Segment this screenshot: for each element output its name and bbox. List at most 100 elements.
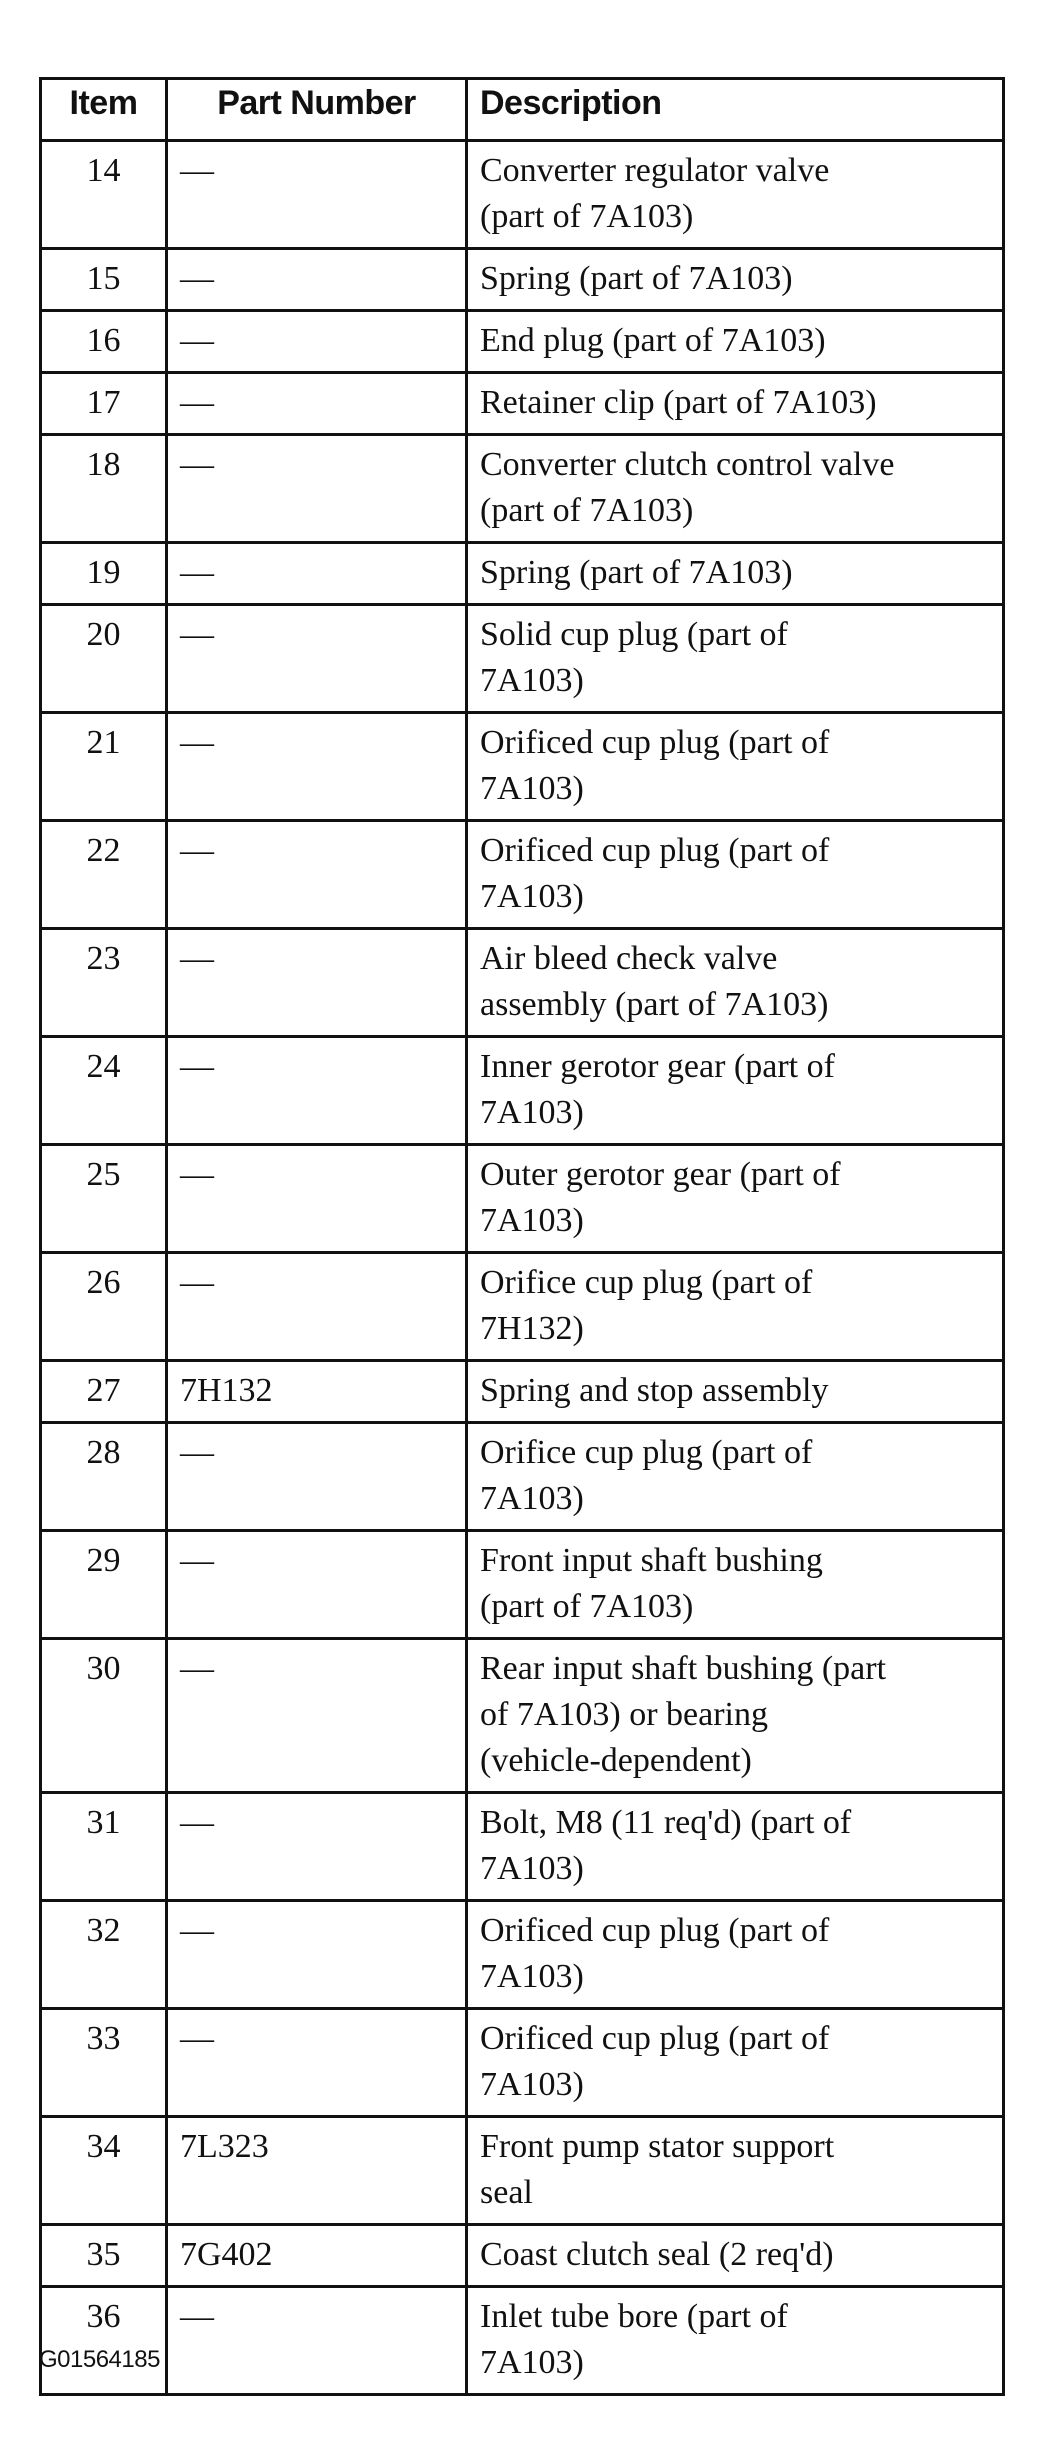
table-row: 35 7G402 Coast clutch seal (2 req'd) bbox=[39, 2223, 1005, 2288]
table-row: 28— Orifice cup plug (part of 7A103) bbox=[39, 1421, 1005, 1532]
description-cell: Orifice cup plug (part of 7H132) bbox=[465, 1251, 1005, 1362]
description-cell: Inlet tube bore (part of 7A103) bbox=[465, 2285, 1005, 2396]
description-line: 7A103) bbox=[480, 662, 584, 699]
item-cell: 25 bbox=[39, 1143, 168, 1254]
table-body: 14— Converter regulator valve (part of 7A1… bbox=[39, 139, 1005, 2396]
table-row: 33— Orificed cup plug (part of 7A103) bbox=[39, 2007, 1005, 2118]
description-line: Spring (part of 7A103) bbox=[480, 260, 793, 297]
item-cell: 31 bbox=[39, 1791, 168, 1902]
part-number-cell: — bbox=[165, 309, 468, 374]
part-number-cell: — bbox=[165, 1899, 468, 2010]
description-line: Bolt, M8 (11 req'd) (part of bbox=[480, 1804, 852, 1841]
item-cell: 24 bbox=[39, 1035, 168, 1146]
description-line: (part of 7A103) bbox=[480, 492, 694, 529]
table-row: 22— Orificed cup plug (part of 7A103) bbox=[39, 819, 1005, 930]
description-line: Converter clutch control valve bbox=[480, 446, 895, 483]
item-cell: 27 bbox=[39, 1359, 168, 1424]
table-row: 30— Rear input shaft bushing (part of 7A10… bbox=[39, 1637, 1005, 1794]
description-line: Front input shaft bushing bbox=[480, 1542, 823, 1579]
description-line: 7A103) bbox=[480, 1850, 584, 1887]
table-row: 21— Orificed cup plug (part of 7A103) bbox=[39, 711, 1005, 822]
part-number-cell: — bbox=[165, 433, 468, 544]
item-cell: 18 bbox=[39, 433, 168, 544]
description-line: Inner gerotor gear (part of bbox=[480, 1048, 835, 1085]
table-row: 16— End plug (part of 7A103) bbox=[39, 309, 1005, 374]
header-description: Description bbox=[465, 77, 1005, 142]
item-cell: 32 bbox=[39, 1899, 168, 2010]
description-line: assembly (part of 7A103) bbox=[480, 986, 829, 1023]
description-cell: Orifice cup plug (part of 7A103) bbox=[465, 1421, 1005, 1532]
table-row: 32— Orificed cup plug (part of 7A103) bbox=[39, 1899, 1005, 2010]
description-line: Spring (part of 7A103) bbox=[480, 554, 793, 591]
item-cell: 29 bbox=[39, 1529, 168, 1640]
description-line: 7A103) bbox=[480, 2066, 584, 2103]
description-line: of 7A103) or bearing bbox=[480, 1696, 768, 1733]
description-cell: Rear input shaft bushing (part of 7A103) … bbox=[465, 1637, 1005, 1794]
description-cell: Spring (part of 7A103) bbox=[465, 541, 1005, 606]
table-row: 34 7L323 Front pump stator support seal bbox=[39, 2115, 1005, 2226]
description-line: Spring and stop assembly bbox=[480, 1372, 829, 1409]
item-cell: 23 bbox=[39, 927, 168, 1038]
description-cell: End plug (part of 7A103) bbox=[465, 309, 1005, 374]
part-number-cell: 7L323 bbox=[165, 2115, 468, 2226]
part-number-cell: 7H132 bbox=[165, 1359, 468, 1424]
item-cell: 36 bbox=[39, 2285, 168, 2396]
parts-table: Item Part Number Description 14— Converte… bbox=[39, 77, 1005, 2396]
part-number-cell: — bbox=[165, 2007, 468, 2118]
part-number-cell: — bbox=[165, 711, 468, 822]
part-number-cell: — bbox=[165, 927, 468, 1038]
part-number-cell: — bbox=[165, 1035, 468, 1146]
description-line: 7H132) bbox=[480, 1310, 584, 1347]
part-number-cell: — bbox=[165, 2285, 468, 2396]
description-line: End plug (part of 7A103) bbox=[480, 322, 826, 359]
part-number-cell: — bbox=[165, 541, 468, 606]
description-line: Converter regulator valve bbox=[480, 152, 830, 189]
table-row: 15— Spring (part of 7A103) bbox=[39, 247, 1005, 312]
header-part-number: Part Number bbox=[165, 77, 468, 142]
item-cell: 17 bbox=[39, 371, 168, 436]
description-line: 7A103) bbox=[480, 1480, 584, 1517]
table-row: 18— Converter clutch control valve (part o… bbox=[39, 433, 1005, 544]
item-cell: 14 bbox=[39, 139, 168, 250]
description-line: Inlet tube bore (part of bbox=[480, 2298, 788, 2335]
description-line: Rear input shaft bushing (part bbox=[480, 1650, 887, 1687]
description-line: Outer gerotor gear (part of bbox=[480, 1156, 841, 1193]
description-cell: Outer gerotor gear (part of 7A103) bbox=[465, 1143, 1005, 1254]
figure-id: G01564185 bbox=[39, 2346, 160, 2373]
description-line: 7A103) bbox=[480, 2344, 584, 2381]
description-line: Orifice cup plug (part of bbox=[480, 1434, 813, 1471]
description-line: 7A103) bbox=[480, 1958, 584, 1995]
description-cell: Air bleed check valve assembly (part of 7… bbox=[465, 927, 1005, 1038]
description-line: Orificed cup plug (part of bbox=[480, 832, 830, 869]
part-number-cell: — bbox=[165, 1143, 468, 1254]
table-row: 26— Orifice cup plug (part of 7H132) bbox=[39, 1251, 1005, 1362]
part-number-cell: — bbox=[165, 1791, 468, 1902]
part-number-cell: — bbox=[165, 139, 468, 250]
description-line: Orifice cup plug (part of bbox=[480, 1264, 813, 1301]
description-line: seal bbox=[480, 2174, 533, 2211]
table-row: 27 7H132 Spring and stop assembly bbox=[39, 1359, 1005, 1424]
description-line: Solid cup plug (part of bbox=[480, 616, 788, 653]
description-cell: Converter clutch control valve (part of 7… bbox=[465, 433, 1005, 544]
item-cell: 28 bbox=[39, 1421, 168, 1532]
description-cell: Spring and stop assembly bbox=[465, 1359, 1005, 1424]
description-cell: Front input shaft bushing (part of 7A103) bbox=[465, 1529, 1005, 1640]
table-row: 25— Outer gerotor gear (part of 7A103) bbox=[39, 1143, 1005, 1254]
description-cell: Solid cup plug (part of 7A103) bbox=[465, 603, 1005, 714]
description-line: (part of 7A103) bbox=[480, 1588, 694, 1625]
table-header: Item Part Number Description bbox=[39, 77, 1005, 142]
description-cell: Orificed cup plug (part of 7A103) bbox=[465, 819, 1005, 930]
table-row: 29— Front input shaft bushing (part of 7A1… bbox=[39, 1529, 1005, 1640]
part-number-cell: — bbox=[165, 247, 468, 312]
description-cell: Orificed cup plug (part of 7A103) bbox=[465, 1899, 1005, 2010]
description-line: Orificed cup plug (part of bbox=[480, 2020, 830, 2057]
item-cell: 35 bbox=[39, 2223, 168, 2288]
part-number-cell: — bbox=[165, 1529, 468, 1640]
description-cell: Orificed cup plug (part of 7A103) bbox=[465, 711, 1005, 822]
description-line: Orificed cup plug (part of bbox=[480, 1912, 830, 1949]
header-item: Item bbox=[39, 77, 168, 142]
table-row: 19— Spring (part of 7A103) bbox=[39, 541, 1005, 606]
table-row: 23— Air bleed check valve assembly (part o… bbox=[39, 927, 1005, 1038]
description-line: 7A103) bbox=[480, 770, 584, 807]
item-cell: 33 bbox=[39, 2007, 168, 2118]
